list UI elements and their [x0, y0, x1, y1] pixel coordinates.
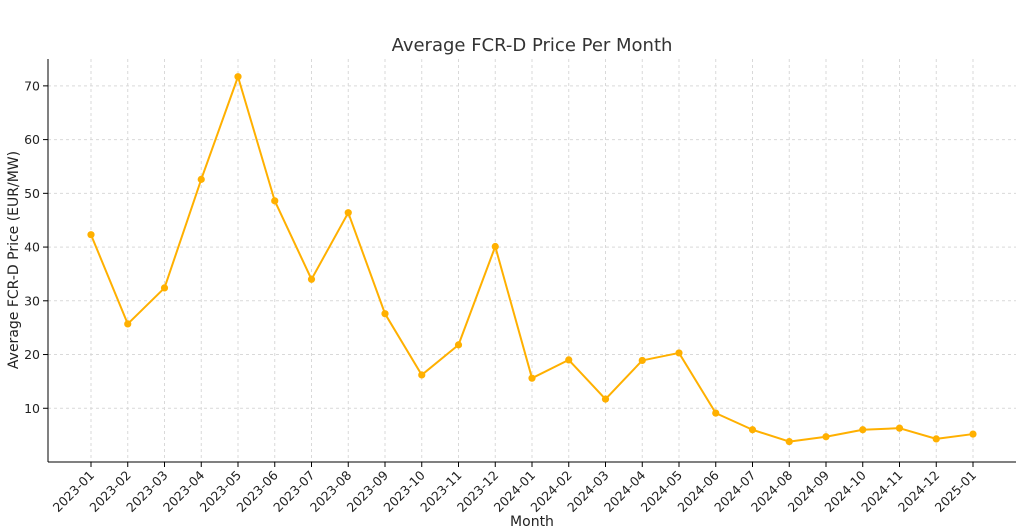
x-axis-label: Month [510, 514, 554, 529]
data-point [932, 435, 940, 443]
data-point [271, 197, 279, 205]
data-point [712, 409, 720, 417]
data-point [859, 426, 867, 434]
data-point [234, 73, 242, 81]
data-point [87, 231, 95, 239]
chart-title: Average FCR-D Price Per Month [392, 35, 673, 56]
data-point [381, 310, 389, 318]
data-point [785, 437, 793, 446]
y-tick-label: 70 [24, 78, 40, 93]
axis-layer: 102030405060702023-012023-022023-032023-… [24, 59, 1016, 515]
y-tick-label: 10 [24, 401, 40, 416]
y-axis-label: Average FCR-D Price (EUR/MW) [6, 151, 22, 369]
data-point [344, 209, 352, 217]
data-point [528, 374, 536, 382]
y-tick-label: 50 [24, 186, 40, 201]
data-point [895, 424, 904, 432]
data-point [454, 341, 463, 349]
data-point [638, 356, 646, 365]
data-point [969, 430, 977, 438]
series-layer [87, 73, 977, 446]
grid-layer [48, 59, 1016, 462]
y-tick-label: 40 [24, 240, 40, 255]
data-point [124, 320, 132, 328]
data-point [822, 433, 830, 441]
data-point [197, 175, 205, 183]
data-point [675, 349, 683, 357]
data-point [307, 275, 316, 283]
data-point [601, 395, 610, 403]
data-point [748, 426, 757, 434]
data-point [565, 356, 573, 364]
y-tick-label: 60 [24, 132, 40, 147]
data-point [491, 242, 499, 251]
data-point [418, 371, 426, 379]
y-tick-label: 30 [24, 293, 40, 308]
y-tick-label: 20 [24, 347, 40, 362]
data-point [160, 284, 169, 292]
